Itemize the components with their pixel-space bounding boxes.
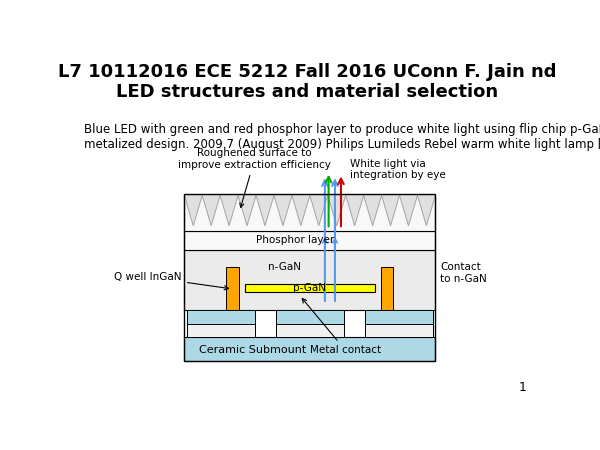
Bar — [184, 195, 436, 231]
Bar — [184, 250, 436, 310]
Polygon shape — [184, 195, 202, 225]
Bar — [187, 310, 254, 338]
Bar — [276, 310, 344, 338]
Bar — [381, 267, 393, 310]
Polygon shape — [364, 195, 382, 225]
Polygon shape — [400, 195, 418, 225]
Polygon shape — [202, 195, 220, 225]
Bar — [365, 310, 433, 324]
Polygon shape — [238, 195, 256, 225]
Text: Contact
to n-GaN: Contact to n-GaN — [440, 262, 487, 284]
Polygon shape — [418, 195, 436, 225]
Text: Phosphor layer: Phosphor layer — [256, 235, 334, 246]
Text: Blue LED with green and red phosphor layer to produce white light using flip chi: Blue LED with green and red phosphor lay… — [84, 123, 600, 151]
Text: Q well InGaN: Q well InGaN — [115, 272, 229, 290]
Polygon shape — [346, 195, 364, 225]
Text: L7 10112016 ECE 5212 Fall 2016 UConn F. Jain nd
LED structures and material sele: L7 10112016 ECE 5212 Fall 2016 UConn F. … — [58, 63, 557, 101]
Bar — [184, 338, 436, 360]
Bar — [184, 194, 436, 360]
Text: 1: 1 — [518, 381, 526, 394]
Bar — [226, 267, 239, 310]
Text: n-GaN: n-GaN — [268, 262, 301, 272]
Bar — [245, 284, 375, 292]
Bar — [184, 231, 436, 250]
Bar — [187, 310, 254, 324]
Text: p-GaN: p-GaN — [293, 283, 326, 293]
Bar — [276, 310, 344, 324]
Text: White light via
integration by eye: White light via integration by eye — [350, 159, 446, 180]
Polygon shape — [328, 195, 346, 225]
Polygon shape — [382, 195, 400, 225]
Bar — [365, 310, 433, 338]
Polygon shape — [310, 195, 328, 225]
Text: Roughened surface to
improve extraction efficiency: Roughened surface to improve extraction … — [178, 148, 331, 207]
Text: Metal contact: Metal contact — [302, 298, 381, 355]
Polygon shape — [256, 195, 274, 225]
Polygon shape — [220, 195, 238, 225]
Polygon shape — [292, 195, 310, 225]
Polygon shape — [274, 195, 292, 225]
Text: Ceramic Submount: Ceramic Submount — [199, 345, 307, 355]
